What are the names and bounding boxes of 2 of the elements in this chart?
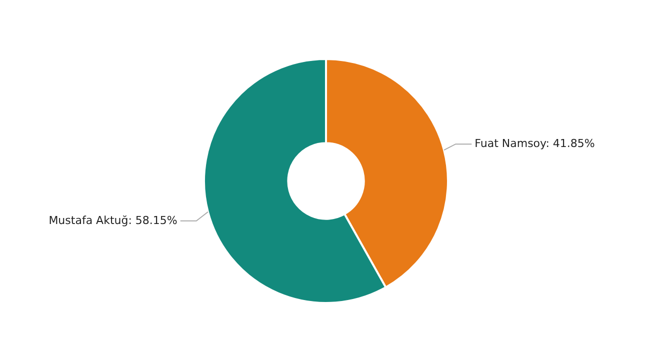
slice-label: Mustafa Aktuğ: 58.15% — [48, 214, 178, 227]
slice-label: Fuat Namsoy: 41.85% — [474, 136, 595, 150]
